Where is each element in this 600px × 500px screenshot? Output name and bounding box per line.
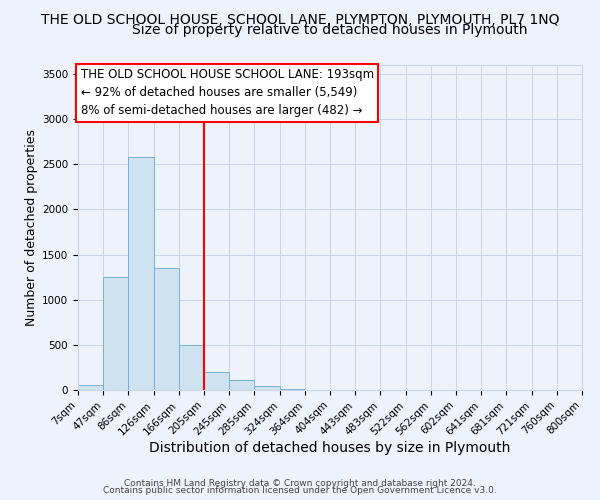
- Bar: [204, 372, 229, 390]
- Bar: [78, 386, 103, 390]
- Bar: [103, 277, 128, 390]
- Text: Contains HM Land Registry data © Crown copyright and database right 2024.: Contains HM Land Registry data © Crown c…: [124, 478, 476, 488]
- Bar: [254, 386, 280, 390]
- Y-axis label: Number of detached properties: Number of detached properties: [25, 129, 38, 326]
- Bar: [179, 345, 204, 390]
- Bar: [154, 268, 179, 390]
- Text: Contains public sector information licensed under the Open Government Licence v3: Contains public sector information licen…: [103, 486, 497, 495]
- Bar: [128, 157, 154, 390]
- Title: Size of property relative to detached houses in Plymouth: Size of property relative to detached ho…: [132, 24, 528, 38]
- Text: THE OLD SCHOOL HOUSE SCHOOL LANE: 193sqm
← 92% of detached houses are smaller (5: THE OLD SCHOOL HOUSE SCHOOL LANE: 193sqm…: [80, 68, 374, 117]
- Bar: [280, 388, 305, 390]
- Text: THE OLD SCHOOL HOUSE, SCHOOL LANE, PLYMPTON, PLYMOUTH, PL7 1NQ: THE OLD SCHOOL HOUSE, SCHOOL LANE, PLYMP…: [41, 12, 559, 26]
- Bar: [229, 380, 254, 390]
- X-axis label: Distribution of detached houses by size in Plymouth: Distribution of detached houses by size …: [149, 440, 511, 454]
